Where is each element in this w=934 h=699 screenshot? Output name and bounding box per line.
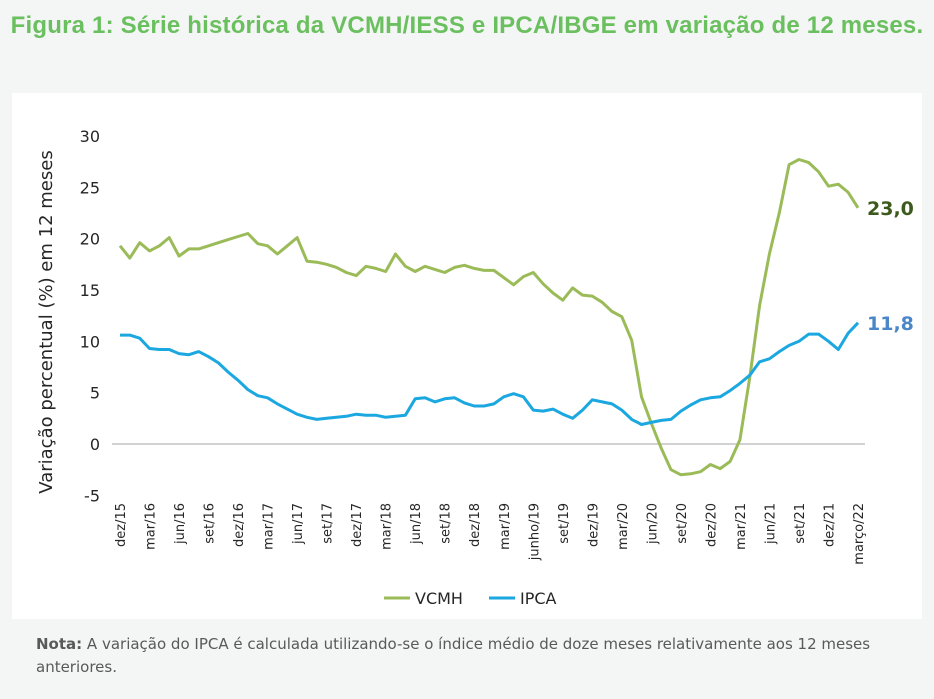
series-line-ipca [120,321,860,426]
footnote-label: Nota: [36,635,83,653]
x-tick-label: jun/20 [645,503,660,545]
x-tick-label: dez/16 [232,503,247,547]
chart-card [12,93,922,619]
x-tick-label: set/16 [203,503,218,544]
x-tick-label: set/17 [321,503,336,544]
x-axis-ticks: dez/15 mar/16 jun/16 set/16 dez/16 mar/17 jun/… [114,503,867,565]
legend-label-ipca: IPCA [520,589,557,608]
x-tick-label: dez/21 [822,503,837,547]
x-tick-label: jun/21 [763,503,778,545]
legend-label-vcmh: VCMH [415,589,463,608]
footnote: Nota: A variação do IPCA é calculada uti… [36,633,906,679]
x-tick-label: jun/18 [409,503,424,545]
y-axis-title: Variação percentual (%) em 12 meses [36,150,57,493]
figure-title: Figura 1: Série histórica da VCMH/IESS e… [10,12,924,39]
footnote-text: A variação do IPCA é calculada utilizand… [36,635,871,676]
series-line-vcmh [118,158,860,477]
x-tick-label: mar/18 [380,503,395,550]
y-axis-ticks: 30 25 20 15 10 5 0 -5 [80,127,100,505]
end-value-label-ipca: 11,8 [867,313,914,335]
x-tick-label: dez/15 [114,503,129,547]
legend: VCMH IPCA [384,589,557,608]
x-tick-label: junho/19 [527,503,542,561]
x-tick-label: mar/20 [616,503,631,550]
x-tick-label: mar/16 [144,503,159,550]
x-tick-label: março/22 [852,503,867,565]
x-tick-label: set/19 [557,503,572,544]
y-tick-label: 0 [90,435,100,454]
x-tick-label: mar/21 [734,503,749,550]
y-tick-label: 25 [80,178,100,197]
y-tick-label: -5 [84,486,100,505]
y-tick-label: 5 [90,384,100,403]
y-tick-label: 20 [80,230,100,249]
x-tick-label: dez/19 [586,503,601,547]
x-tick-label: mar/19 [498,503,513,550]
y-tick-label: 30 [80,127,100,146]
x-tick-label: set/21 [793,503,808,544]
x-tick-label: dez/18 [468,503,483,547]
x-tick-label: jun/16 [173,503,188,545]
x-tick-label: dez/17 [350,503,365,547]
x-tick-label: mar/17 [262,503,277,550]
series-lines: 23,0 11,8 [118,158,914,477]
x-tick-label: set/20 [675,503,690,544]
y-tick-label: 10 [80,332,100,351]
end-value-label-vcmh: 23,0 [867,198,914,220]
x-tick-label: set/18 [439,503,454,544]
y-tick-label: 15 [80,281,100,300]
x-tick-label: dez/20 [704,503,719,547]
x-tick-label: jun/17 [291,503,306,545]
